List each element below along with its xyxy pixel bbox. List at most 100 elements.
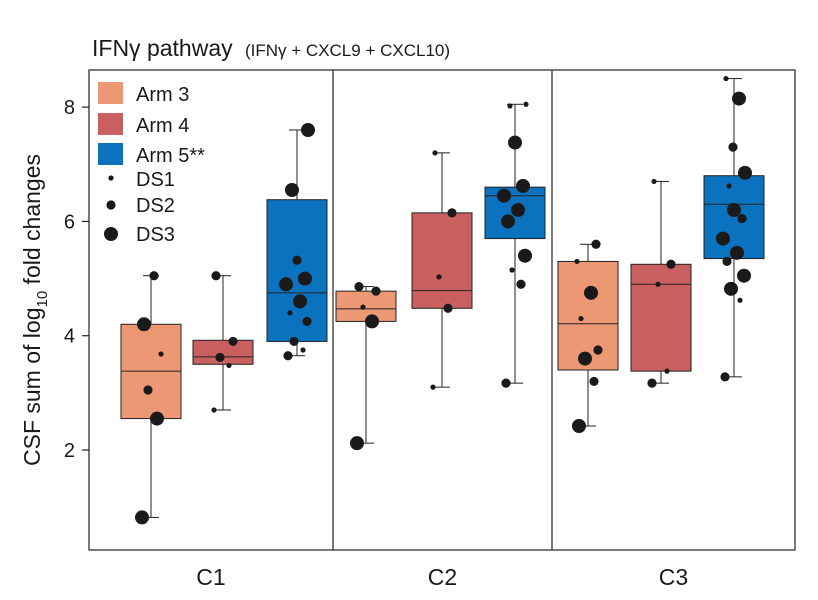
y-axis: 2 4 6 8: [64, 97, 89, 462]
data-point: [578, 315, 584, 322]
data-point: [507, 103, 513, 109]
data-point: [228, 336, 238, 347]
legend-label-arm3: Arm 3: [136, 84, 189, 106]
data-point: [287, 310, 293, 316]
data-point: [509, 267, 515, 273]
data-point: [732, 91, 746, 106]
data-point: [722, 256, 732, 267]
data-point: [279, 277, 293, 292]
data-point: [501, 214, 515, 229]
y-tick-label-6: 6: [64, 211, 75, 233]
data-point: [211, 407, 217, 413]
data-point: [737, 297, 743, 303]
data-point: [350, 436, 364, 451]
legend-swatch-arm4: [98, 113, 123, 135]
data-point: [584, 285, 598, 300]
data-point: [149, 271, 159, 281]
data-point: [523, 101, 529, 107]
data-point: [150, 411, 164, 426]
legend-label-ds2: DS2: [136, 195, 175, 217]
y-tick-label-8: 8: [64, 97, 75, 119]
box-body-c3-arm4: [630, 263, 692, 372]
box-c2-arm3: [335, 281, 397, 451]
data-point: [511, 203, 525, 217]
data-point: [738, 165, 752, 180]
data-point: [591, 239, 601, 249]
legend-label-arm5: Arm 5**: [136, 145, 205, 167]
data-point: [371, 286, 381, 296]
data-point: [516, 179, 530, 193]
data-point: [283, 351, 293, 361]
data-point: [728, 142, 738, 152]
data-point: [354, 281, 364, 292]
data-point: [158, 351, 164, 357]
data-point: [143, 385, 153, 395]
x-axis: C1 C2 C3: [196, 564, 688, 590]
box-c1-arm5: [266, 123, 328, 361]
y-tick-label-4: 4: [64, 326, 75, 348]
legend-swatch-arm5: [98, 143, 123, 165]
data-point: [292, 255, 302, 265]
box-c1-arm4: [192, 271, 254, 413]
data-point: [516, 279, 526, 289]
data-point: [302, 316, 312, 327]
data-point: [518, 248, 532, 263]
data-point: [135, 510, 149, 525]
data-point: [508, 135, 522, 150]
panel-label-c3: C3: [659, 564, 688, 590]
legend-dot-ds1: [108, 175, 114, 181]
plot-frame: [88, 69, 796, 551]
data-point: [655, 281, 661, 287]
y-axis-label: CSF sum of log10 fold changes: [19, 154, 51, 466]
data-point: [647, 378, 657, 388]
legend-dot-ds3: [104, 227, 118, 241]
chart-title: IFNγ pathway (IFNγ + CXCL9 + CXCL10): [92, 35, 450, 61]
data-point: [215, 352, 225, 363]
legend-swatch-arm3: [98, 82, 123, 104]
box-c1-arm3: [120, 271, 182, 525]
data-point: [285, 183, 299, 197]
data-point: [593, 345, 603, 355]
data-point: [666, 259, 676, 269]
box-body-c2-arm4: [411, 212, 473, 309]
data-point: [737, 268, 751, 283]
data-point: [727, 203, 741, 217]
box-c2-arm4: [411, 150, 473, 390]
data-point: [447, 208, 457, 218]
box-series: [120, 75, 765, 525]
data-point: [589, 376, 599, 387]
box-c3-arm5: [703, 75, 765, 382]
legend-label-ds3: DS3: [136, 224, 175, 246]
panel-label-c1: C1: [196, 564, 225, 590]
data-point: [726, 183, 732, 189]
panel-label-c2: C2: [428, 564, 457, 590]
legend-label-arm4: Arm 4: [136, 115, 189, 137]
box-c3-arm4: [630, 178, 692, 388]
box-c3-arm3: [557, 239, 619, 433]
data-point: [723, 75, 729, 82]
y-tick-label-2: 2: [64, 440, 75, 462]
data-point: [501, 378, 511, 388]
data-point: [293, 294, 307, 309]
legend-dot-ds2: [106, 200, 116, 210]
data-point: [436, 274, 442, 280]
data-point: [432, 150, 438, 156]
data-point: [289, 336, 299, 347]
data-point: [301, 123, 315, 137]
data-point: [443, 303, 453, 313]
box-body-c3-arm3: [557, 260, 619, 371]
panel-dividers: [332, 70, 553, 550]
data-point: [737, 213, 747, 224]
data-point: [730, 245, 744, 260]
data-point: [298, 271, 312, 286]
data-point: [664, 368, 670, 374]
data-point: [572, 419, 586, 433]
data-point: [720, 372, 730, 382]
box-body-c2-arm3: [335, 290, 397, 322]
data-point: [137, 317, 151, 332]
data-point: [497, 188, 511, 203]
data-point: [574, 258, 580, 265]
data-point: [651, 178, 657, 185]
data-point: [716, 231, 730, 246]
